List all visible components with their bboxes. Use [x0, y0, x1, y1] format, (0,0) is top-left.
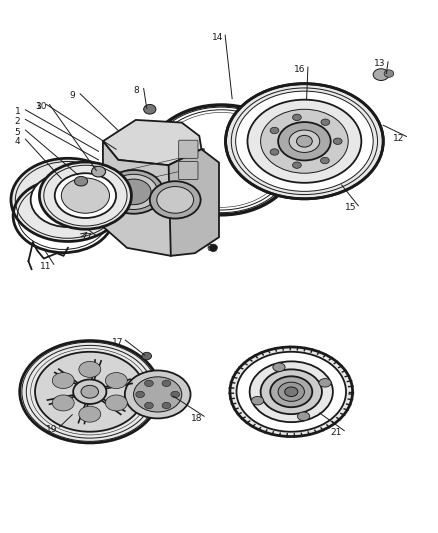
Text: 4: 4 — [15, 137, 20, 146]
Ellipse shape — [226, 84, 383, 199]
Text: 11: 11 — [40, 262, 52, 271]
Text: 13: 13 — [374, 60, 386, 68]
Ellipse shape — [61, 178, 110, 213]
Ellipse shape — [157, 187, 194, 213]
Ellipse shape — [136, 391, 145, 398]
Ellipse shape — [251, 397, 264, 405]
Text: 18: 18 — [191, 414, 202, 423]
Ellipse shape — [116, 179, 151, 205]
Text: 9: 9 — [69, 92, 75, 100]
Text: 5: 5 — [14, 128, 21, 136]
Ellipse shape — [293, 162, 301, 168]
Ellipse shape — [81, 385, 99, 398]
Ellipse shape — [278, 382, 304, 401]
Ellipse shape — [145, 402, 153, 409]
Ellipse shape — [150, 181, 201, 219]
Polygon shape — [103, 120, 201, 165]
Ellipse shape — [162, 402, 171, 409]
Ellipse shape — [106, 373, 127, 389]
Text: 1: 1 — [14, 108, 21, 116]
Text: 15: 15 — [345, 204, 356, 212]
Ellipse shape — [230, 347, 353, 437]
Polygon shape — [103, 141, 204, 256]
Ellipse shape — [373, 69, 389, 80]
Ellipse shape — [171, 391, 180, 398]
Ellipse shape — [209, 244, 217, 252]
Ellipse shape — [11, 158, 125, 241]
Ellipse shape — [261, 109, 348, 173]
Ellipse shape — [125, 370, 191, 418]
Ellipse shape — [297, 412, 310, 421]
Ellipse shape — [134, 377, 182, 412]
Ellipse shape — [333, 138, 342, 144]
Ellipse shape — [270, 376, 312, 407]
FancyBboxPatch shape — [179, 161, 198, 180]
Ellipse shape — [39, 162, 131, 229]
Ellipse shape — [384, 70, 394, 77]
Text: 7: 7 — [85, 233, 91, 241]
Ellipse shape — [319, 378, 331, 387]
Text: 21: 21 — [331, 429, 342, 437]
Ellipse shape — [270, 127, 279, 134]
Ellipse shape — [31, 173, 105, 227]
Ellipse shape — [321, 157, 329, 164]
Ellipse shape — [261, 369, 322, 414]
Ellipse shape — [142, 352, 152, 360]
Ellipse shape — [236, 91, 373, 191]
Ellipse shape — [250, 361, 333, 422]
Ellipse shape — [73, 379, 106, 404]
Ellipse shape — [285, 387, 298, 397]
Ellipse shape — [92, 166, 106, 177]
Ellipse shape — [237, 352, 346, 432]
Ellipse shape — [247, 100, 361, 183]
Ellipse shape — [273, 363, 285, 372]
Ellipse shape — [52, 395, 74, 411]
Ellipse shape — [79, 361, 101, 377]
Ellipse shape — [106, 395, 127, 411]
Text: 2: 2 — [15, 117, 20, 126]
Text: 3: 3 — [35, 102, 42, 111]
Text: 8: 8 — [133, 86, 139, 95]
Ellipse shape — [110, 174, 158, 209]
Ellipse shape — [79, 406, 101, 422]
Ellipse shape — [297, 135, 312, 147]
Ellipse shape — [289, 130, 320, 152]
Ellipse shape — [293, 114, 301, 120]
Text: 10: 10 — [36, 102, 47, 111]
Polygon shape — [169, 149, 219, 256]
Text: 12: 12 — [393, 134, 404, 143]
Ellipse shape — [145, 380, 153, 386]
Ellipse shape — [144, 104, 156, 114]
Ellipse shape — [162, 380, 171, 386]
FancyBboxPatch shape — [179, 140, 198, 158]
Ellipse shape — [52, 373, 74, 389]
Ellipse shape — [278, 122, 331, 160]
Text: 16: 16 — [294, 65, 306, 74]
Text: 14: 14 — [212, 33, 223, 42]
Text: 19: 19 — [46, 425, 57, 433]
Ellipse shape — [74, 176, 88, 186]
Text: 17: 17 — [112, 338, 123, 346]
Ellipse shape — [104, 170, 163, 214]
Ellipse shape — [20, 341, 160, 443]
Ellipse shape — [321, 119, 330, 125]
Ellipse shape — [35, 352, 145, 432]
Text: 6: 6 — [206, 245, 212, 253]
Ellipse shape — [55, 173, 116, 218]
Ellipse shape — [270, 149, 279, 155]
